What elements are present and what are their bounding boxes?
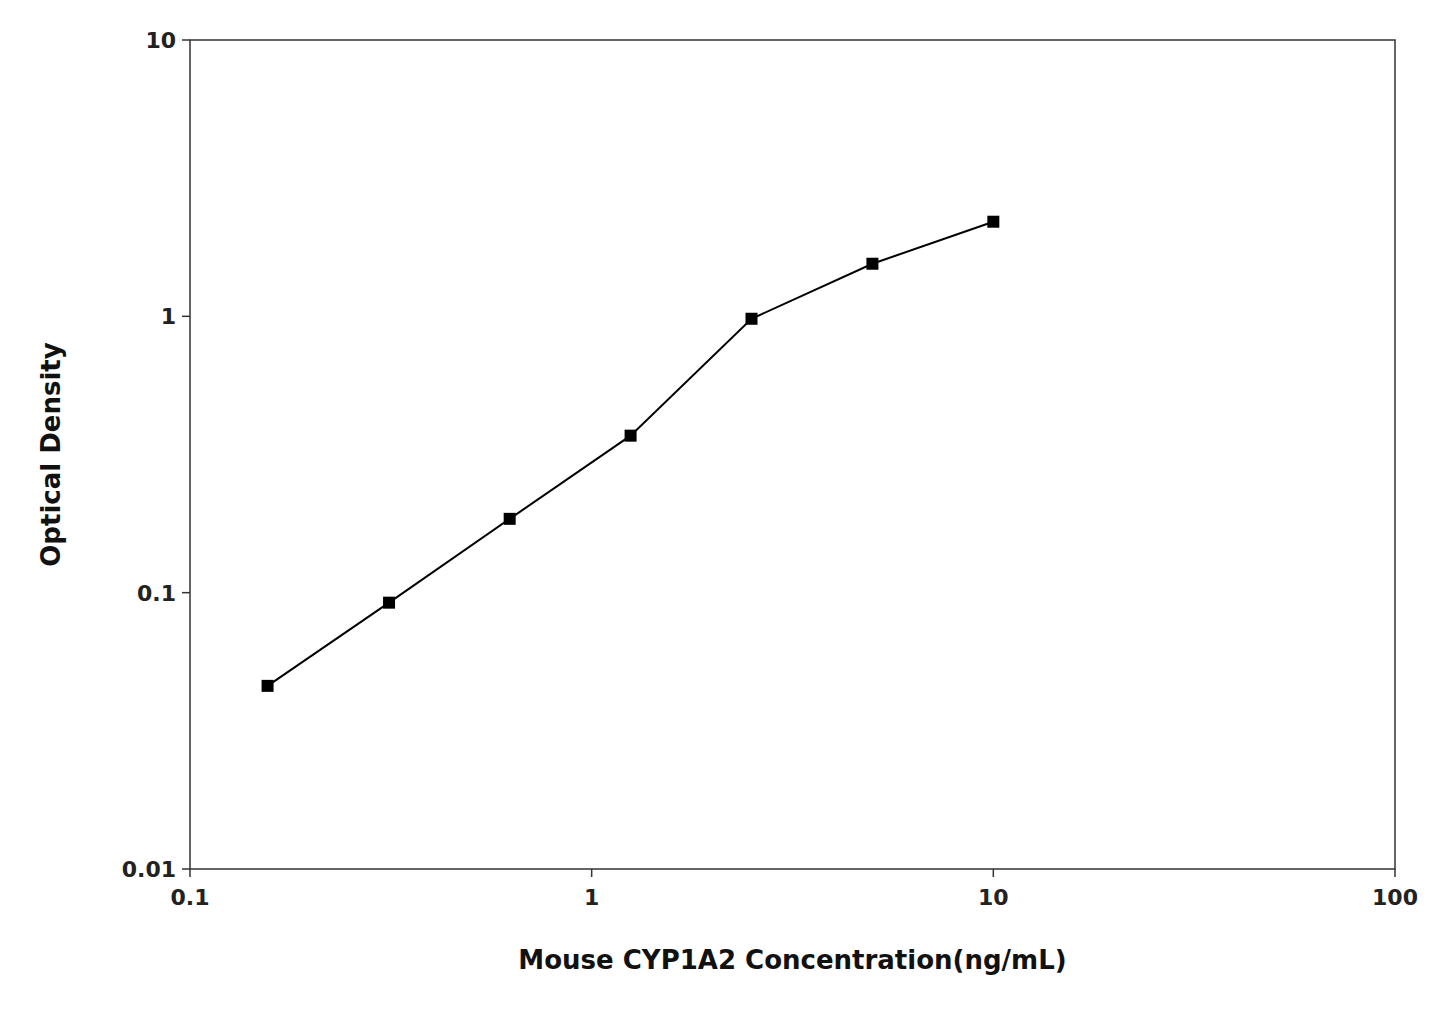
- data-point: [504, 513, 516, 525]
- data-point: [866, 258, 878, 270]
- data-point: [383, 597, 395, 609]
- y-tick: [182, 592, 190, 594]
- data-point: [746, 313, 758, 325]
- data-point: [262, 680, 274, 692]
- x-tick-label: 100: [1372, 885, 1418, 910]
- x-tick: [1394, 869, 1396, 877]
- y-tick-label: 1: [161, 304, 176, 329]
- y-tick-label: 0.01: [122, 857, 176, 882]
- x-axis-label: Mouse CYP1A2 Concentration(ng/mL): [518, 945, 1066, 975]
- y-tick: [182, 868, 190, 870]
- background: [0, 0, 1445, 1009]
- data-point: [625, 430, 637, 442]
- y-tick-label: 0.1: [137, 581, 176, 606]
- x-tick: [189, 869, 191, 877]
- x-tick: [993, 869, 995, 877]
- data-line: [268, 222, 994, 686]
- x-tick-label: 1: [584, 885, 599, 910]
- y-axis-label: Optical Density: [36, 342, 66, 567]
- x-tick: [591, 869, 593, 877]
- x-tick-label: 10: [978, 885, 1009, 910]
- x-tick-label: 0.1: [171, 885, 210, 910]
- y-tick: [182, 39, 190, 41]
- chart-container: 0.1 1 10 100 0.01 0.1 1 10 Mouse CYP1A2 Concentr…: [0, 0, 1445, 1009]
- y-tick: [182, 316, 190, 318]
- data-point: [987, 216, 999, 228]
- y-tick-label: 10: [145, 28, 176, 53]
- plot-area: [262, 216, 1000, 692]
- plot-frame: [190, 40, 1395, 869]
- chart-svg: 0.1 1 10 100 0.01 0.1 1 10 Mouse CYP1A2 Concentr…: [0, 0, 1445, 1009]
